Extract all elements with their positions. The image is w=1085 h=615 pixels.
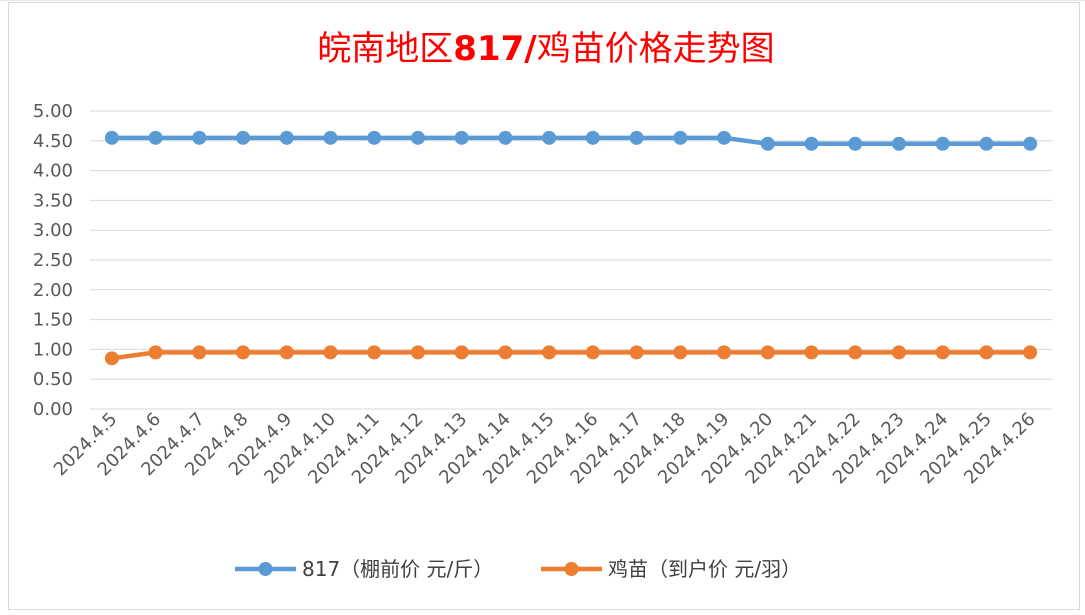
- y-tick-label: 0.00: [33, 399, 73, 420]
- data-point: [891, 345, 906, 360]
- data-point: [498, 130, 513, 145]
- data-point: [410, 345, 425, 360]
- data-point: [236, 345, 251, 360]
- data-point: [891, 136, 906, 151]
- y-tick-label: 1.50: [33, 310, 73, 331]
- data-point: [148, 130, 163, 145]
- data-point: [454, 345, 469, 360]
- data-point: [935, 345, 950, 360]
- data-point: [367, 345, 382, 360]
- data-point: [760, 136, 775, 151]
- data-point: [979, 345, 994, 360]
- y-tick-label: 2.50: [33, 250, 73, 271]
- data-point: [1023, 345, 1038, 360]
- chart-area[interactable]: [8, 2, 1080, 610]
- legend-swatch-marker-1: [564, 562, 579, 576]
- data-point: [323, 345, 338, 360]
- data-point: [236, 130, 251, 145]
- data-point: [192, 345, 207, 360]
- data-point: [804, 345, 819, 360]
- chart-title-prefix: 皖南地区: [317, 29, 453, 69]
- y-tick-label: 2.00: [33, 280, 73, 301]
- data-point: [629, 345, 644, 360]
- data-point: [979, 136, 994, 151]
- x-axis-tick-labels: 2024.4.52024.4.62024.4.72024.4.82024.4.9…: [50, 409, 1040, 489]
- data-point: [498, 345, 513, 360]
- series-line-0: [111, 135, 1031, 147]
- chart-title-bold: 817/: [453, 29, 537, 69]
- data-point: [323, 130, 338, 145]
- legend-label-0: 817（棚前价 元/斤）: [302, 557, 493, 581]
- y-tick-label: 4.00: [33, 161, 73, 182]
- data-point: [585, 130, 600, 145]
- legend-swatch-marker-0: [258, 562, 273, 576]
- y-axis-tick-labels: 0.00 0.50 1.00 1.50 2.00 2.50 3.00 3.50 4.00 4.50…: [33, 101, 73, 420]
- legend-label-1: 鸡苗（到户价 元/羽）: [608, 557, 801, 581]
- data-point: [848, 345, 863, 360]
- data-point: [935, 136, 950, 151]
- data-point: [104, 130, 119, 145]
- data-point: [542, 130, 557, 145]
- series-line-1: [111, 350, 1031, 361]
- data-point: [192, 130, 207, 145]
- data-point: [717, 345, 732, 360]
- y-tick-label: 3.50: [33, 190, 73, 211]
- data-point: [804, 136, 819, 151]
- data-point: [673, 345, 688, 360]
- y-tick-label: 4.50: [33, 131, 73, 152]
- data-point: [279, 130, 294, 145]
- legend: 817（棚前价 元/斤） 鸡苗（到户价 元/羽）: [235, 557, 801, 581]
- data-point: [542, 345, 557, 360]
- data-point: [629, 130, 644, 145]
- data-point: [410, 130, 425, 145]
- y-tick-label: 0.50: [33, 369, 73, 390]
- data-point: [717, 130, 732, 145]
- data-point: [454, 130, 469, 145]
- data-point: [848, 136, 863, 151]
- y-tick-label: 1.00: [33, 339, 73, 360]
- data-point: [367, 130, 382, 145]
- data-point: [673, 130, 688, 145]
- series-lines: [104, 130, 1038, 366]
- data-point: [104, 351, 119, 366]
- gridlines: [90, 110, 1052, 410]
- data-point: [279, 345, 294, 360]
- chart-title-suffix: 鸡苗价格走势图: [537, 29, 775, 69]
- y-tick-label: 3.00: [33, 220, 73, 241]
- data-point: [760, 345, 775, 360]
- y-tick-label: 5.00: [33, 101, 73, 122]
- data-point: [1023, 136, 1038, 151]
- chart-title: 皖南地区817/鸡苗价格走势图: [317, 29, 774, 69]
- data-point: [148, 345, 163, 360]
- data-point: [585, 345, 600, 360]
